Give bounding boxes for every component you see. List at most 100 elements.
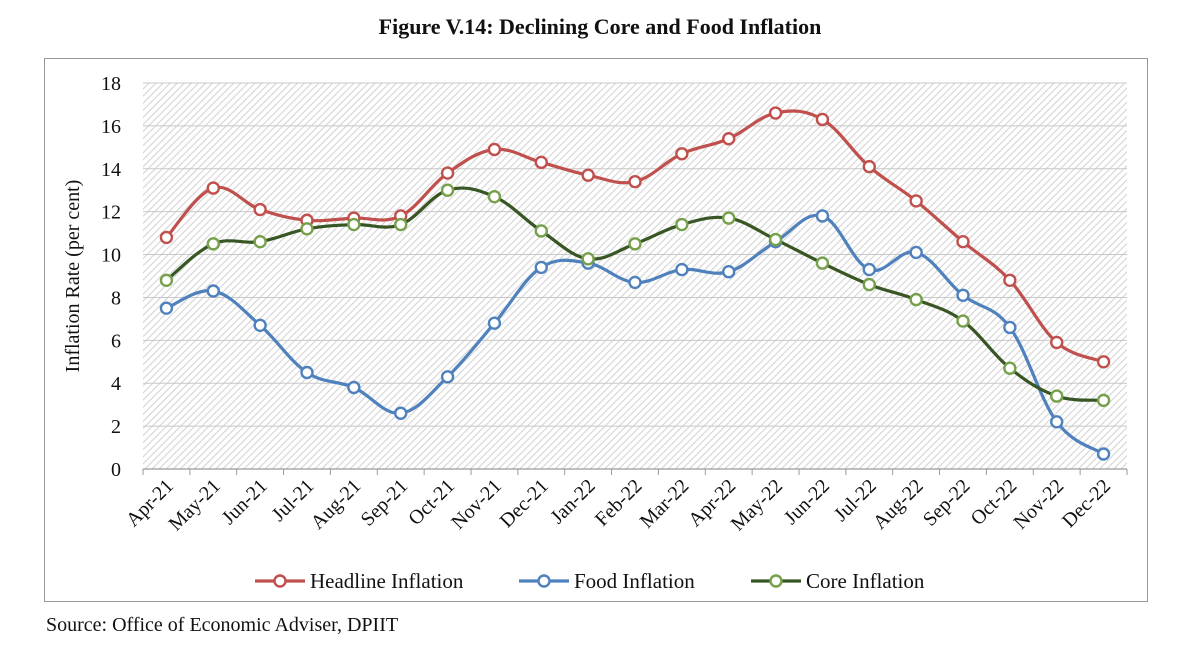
core-inflation-point [815,256,830,270]
headline-inflation-point [628,174,642,189]
core-inflation-point [768,232,783,247]
line-chart: 024681012141618Apr-21May-21Jun-21Jul-21A… [62,73,1128,593]
x-tick-label: Dec-21 [496,475,553,532]
figure-title: Figure V.14: Declining Core and Food Inf… [378,14,822,39]
core-inflation-point [394,217,408,232]
headline-inflation-point [909,194,923,208]
legend-label: Headline Inflation [310,569,464,593]
food-inflation-point [956,288,970,303]
x-tick-label: Sep-21 [357,475,413,531]
food-inflation-point [815,209,830,223]
x-tick-label: Aug-22 [869,475,928,534]
y-tick-label: 14 [101,159,121,181]
food-inflation-point [487,316,502,330]
core-inflation-point [722,211,736,225]
headline-inflation-point [440,166,455,180]
core-inflation-point [862,277,876,292]
headline-inflation-point [862,159,876,174]
core-inflation-point [347,217,361,232]
headline-inflation-point [206,181,220,195]
core-inflation-point [534,224,548,238]
headline-inflation-point [159,230,174,245]
x-tick-label: Jun-21 [218,475,272,529]
core-inflation-point [487,189,502,204]
headline-inflation-point [956,234,970,249]
food-inflation-point [1003,320,1017,335]
food-inflation-point [628,275,642,290]
food-inflation-point [253,318,267,333]
food-inflation-point [909,245,923,260]
y-axis-label: Inflation Rate (per cent) [62,180,84,373]
legend-label: Food Inflation [574,569,695,593]
x-tick-label: Jun-22 [780,475,834,529]
legend-label: Core Inflation [806,569,925,593]
y-tick-label: 18 [101,73,121,95]
food-inflation-point [347,380,361,395]
legend-item-food-inflation: Food Inflation [519,569,695,593]
x-tick-label: Sep-22 [919,475,975,531]
x-tick-label: Mar-22 [636,475,694,533]
food-inflation-point [1050,415,1064,429]
x-tick-label: Dec-22 [1058,475,1115,532]
food-inflation-point [440,370,455,384]
headline-inflation-point [487,142,502,157]
headline-inflation-point [815,112,830,127]
legend: Headline Inflation Food Inflation Core Inf… [255,569,925,593]
legend-swatch-marker [273,574,287,588]
legend-item-headline-inflation: Headline Inflation [255,569,464,593]
core-inflation-point [675,217,689,232]
series-markers [159,106,1111,461]
headline-inflation-point [722,132,736,146]
headline-inflation-point [1050,335,1064,350]
food-inflation-point [159,301,174,315]
headline-inflation-point [253,202,267,217]
food-inflation-point [675,262,689,277]
y-tick-label: 2 [111,416,121,438]
legend-item-core-inflation: Core Inflation [751,569,925,593]
core-inflation-point [628,237,642,251]
food-inflation-point [300,365,314,380]
core-inflation-point [440,183,455,197]
core-inflation-point [253,234,267,249]
food-inflation-point [1096,447,1111,461]
y-tick-label: 16 [101,116,121,138]
headline-inflation-point [1003,273,1017,287]
core-inflation-point [909,292,923,307]
gridlines [143,82,1127,427]
core-inflation-point [300,222,314,236]
food-inflation-point [722,265,736,279]
food-inflation-point [206,284,220,298]
x-tick-label: Nov-22 [1009,475,1068,534]
chart-frame: 0 2 4 6 8 10 12 14 16 18 Apr-21 May-21 Jun-21 Jul-21 A… [44,58,1148,602]
legend-swatch-marker [537,574,551,588]
x-tick-label: Aug-21 [307,475,366,534]
food-inflation-point [862,262,876,277]
y-tick-label: 4 [111,373,121,395]
food-inflation-point [394,406,408,420]
y-tick-label: 10 [101,245,121,267]
y-tick-label: 0 [111,459,121,481]
core-inflation-point [1096,393,1111,408]
x-tick-label: Nov-21 [447,475,506,534]
y-tick-label: 12 [101,202,121,224]
headline-inflation-point [768,106,783,120]
x-tick-label: May-21 [164,475,224,535]
legend-swatch-marker [769,574,783,588]
food-inflation-point [534,260,548,275]
y-tick-label: 6 [111,330,121,352]
x-tick-label: Jan-22 [546,475,599,528]
core-inflation-point [206,237,220,251]
x-tick-label: Feb-22 [591,475,647,531]
core-inflation-point [1050,389,1064,403]
headline-inflation-point [534,155,548,170]
headline-inflation-point [675,147,689,161]
headline-inflation-point [581,168,595,182]
core-inflation-point [581,252,595,266]
x-tick-label: May-22 [727,475,787,535]
y-tick-label: 8 [111,287,121,309]
source-note: Source: Office of Economic Adviser, DPII… [46,614,399,636]
core-inflation-point [1003,361,1017,375]
core-inflation-point [159,273,174,287]
headline-inflation-point [1096,355,1111,369]
core-inflation-point [956,314,970,328]
